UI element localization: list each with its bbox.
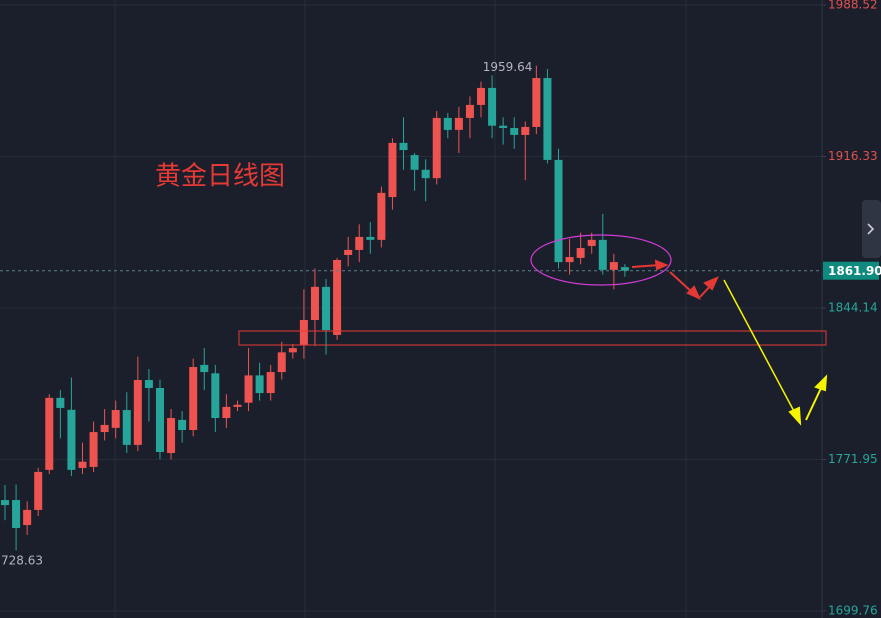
arrow-head [703, 276, 719, 291]
candle-body [333, 260, 342, 335]
candle-body [565, 257, 574, 263]
y-tick-label: 1988.52 [828, 0, 878, 11]
y-tick-label: 1771.95 [828, 452, 878, 466]
candle-body [554, 159, 563, 263]
candle-body [277, 352, 286, 373]
yellow-arrows [723, 279, 828, 426]
candle-body [377, 192, 386, 240]
candle-body [1, 500, 9, 506]
candle-body [322, 286, 331, 331]
candle-body [388, 142, 397, 198]
candle-body [421, 169, 430, 179]
candle-body [532, 78, 541, 127]
arrow-head [814, 374, 828, 392]
candle-body [543, 78, 552, 160]
side-button[interactable] [862, 200, 881, 258]
candle-body [111, 410, 120, 428]
side-button-icon [867, 223, 875, 235]
candle-body [288, 348, 297, 353]
candle-body [488, 87, 497, 126]
candle-body [310, 286, 319, 321]
arrow [723, 279, 797, 416]
candle-body [465, 104, 474, 118]
candle-body [45, 397, 54, 470]
y-tick-label: 1916.33 [828, 149, 878, 163]
candle-body [598, 239, 607, 270]
candle-body [510, 128, 519, 135]
candle-body [78, 461, 87, 468]
chart-title: 黄金日线图 [155, 162, 285, 192]
arrow-head [654, 259, 669, 271]
candle-body [89, 432, 98, 467]
candle-body [12, 500, 21, 528]
candle-body [344, 249, 353, 255]
support-zone [238, 330, 827, 346]
candle-body [576, 248, 585, 258]
candle-body [477, 87, 486, 105]
red-arrows [631, 259, 719, 301]
candle-body [200, 364, 209, 373]
candle-body [133, 380, 142, 445]
candle-body [34, 471, 43, 510]
candle-body [299, 320, 308, 345]
candle-body [355, 236, 364, 250]
low-label: 728.63 [1, 554, 43, 568]
candle-body [167, 418, 176, 454]
candle-body [222, 406, 231, 419]
plot [0, 4, 822, 612]
candle-body [499, 125, 508, 129]
candle-body [609, 262, 618, 270]
candle-body [178, 419, 187, 430]
candle-body [266, 372, 275, 394]
candle-body [100, 424, 109, 433]
candle-body [67, 409, 76, 470]
arrow [805, 385, 823, 421]
candle-body [189, 367, 198, 430]
y-tick-label: 1699.76 [828, 603, 878, 617]
last-price-tag [823, 261, 879, 280]
candle-body [155, 388, 164, 453]
candle-body [443, 117, 452, 130]
candle-body [255, 375, 264, 394]
candle-body [454, 117, 463, 130]
candle-body [399, 142, 408, 151]
candle-body [122, 410, 131, 445]
candle-body [56, 397, 65, 408]
candle-body [23, 509, 32, 526]
candle-body [521, 126, 530, 135]
y-tick-label: 1844.14 [828, 300, 878, 314]
candle-body [410, 155, 419, 170]
candle-body [144, 380, 153, 389]
candle-body [244, 375, 253, 403]
highlight-ellipse [530, 234, 672, 286]
candle-body [620, 267, 629, 271]
arrow-head [788, 406, 802, 426]
last-price-label: 1861.90 [828, 264, 881, 278]
high-label: 1959.64 [483, 60, 533, 74]
candle-body [366, 236, 375, 240]
arrow [631, 264, 661, 268]
candle-body [432, 117, 441, 179]
candle-body [211, 373, 220, 419]
candle-body [587, 239, 596, 246]
candle-body [233, 404, 242, 407]
arrow-head [686, 285, 702, 301]
